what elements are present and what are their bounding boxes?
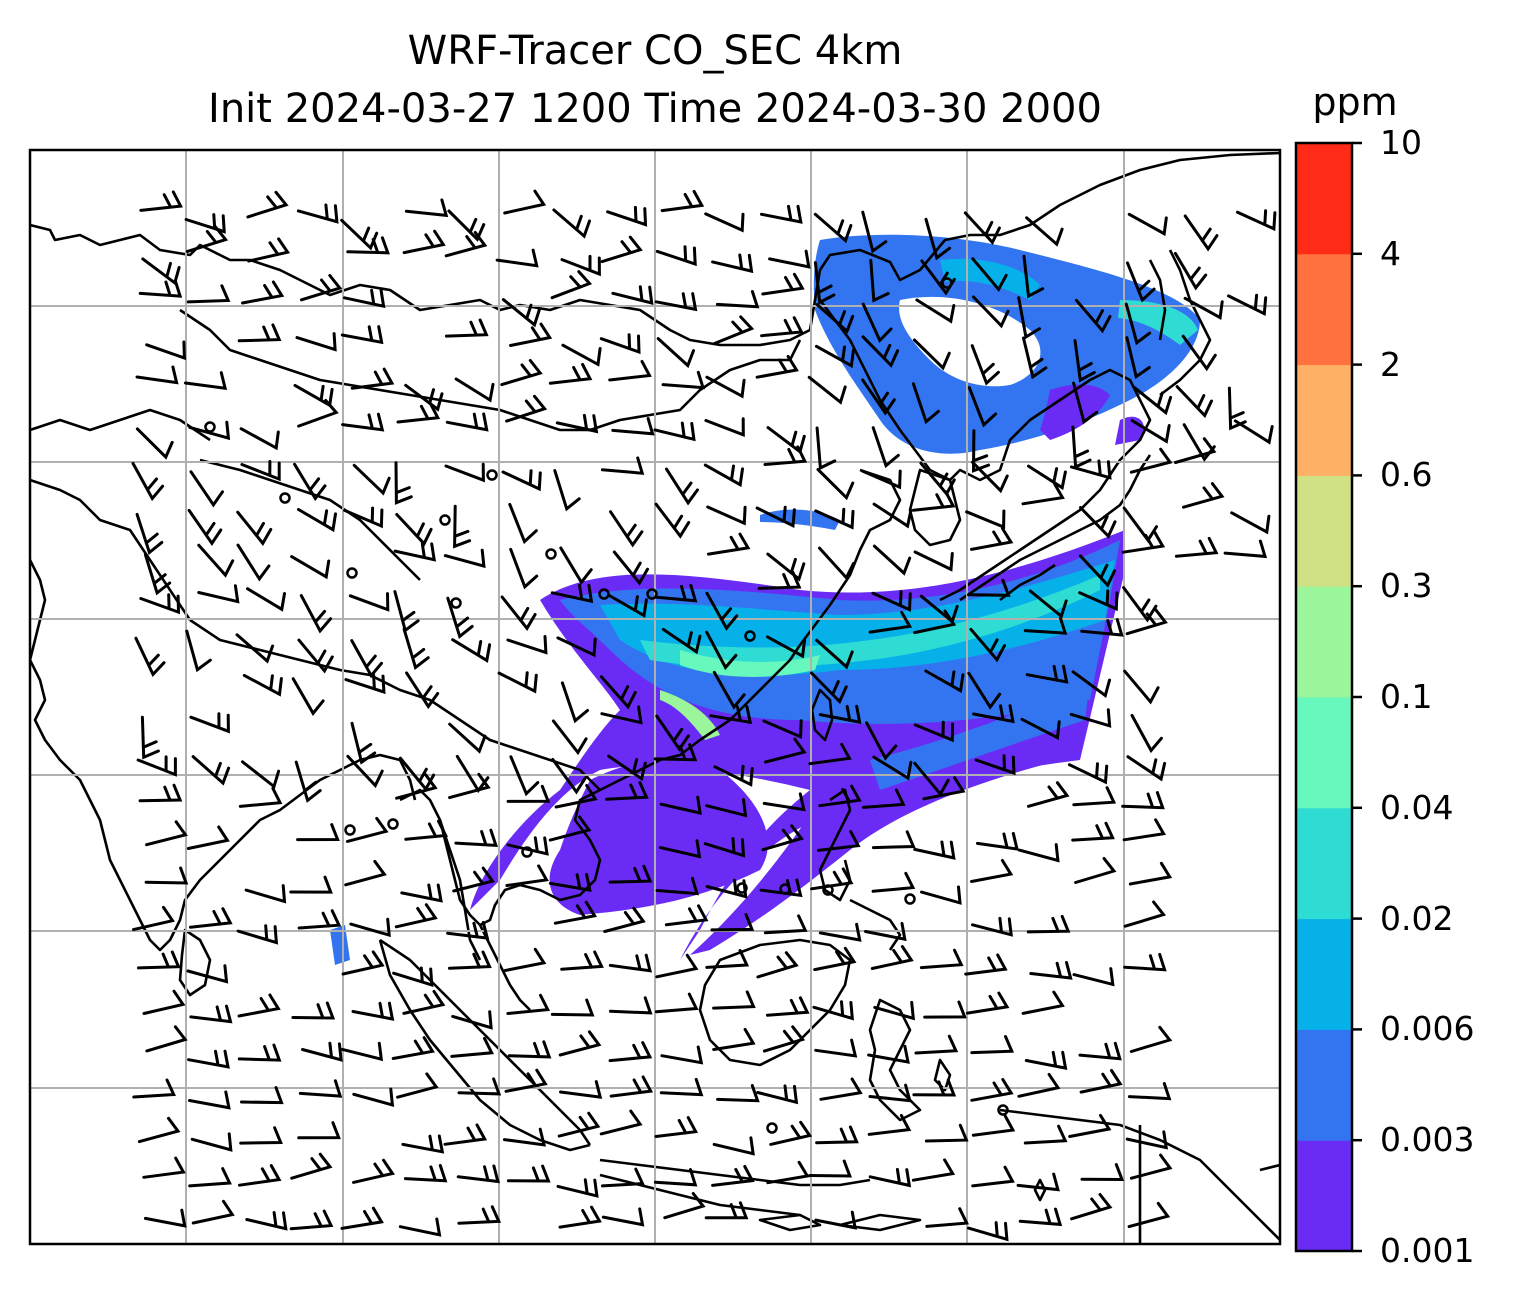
colorbar-tick-label: 0.3 [1380, 568, 1432, 604]
colorbar-tick-label: 0.003 [1380, 1122, 1474, 1158]
colorbar-tick-label: 2 [1380, 347, 1401, 383]
colorbar-swatch [1296, 365, 1352, 476]
colorbar-swatch [1296, 143, 1352, 254]
colorbar-tick-label: 0.04 [1380, 790, 1453, 826]
colorbar-swatch [1296, 697, 1352, 808]
colorbar-swatch [1296, 1029, 1352, 1140]
colorbar-swatch [1296, 254, 1352, 365]
colorbar-tick-label: 10 [1380, 125, 1422, 161]
colorbar-unit-label: ppm [1300, 80, 1410, 124]
colorbar-tick-label: 0.1 [1380, 679, 1432, 715]
colorbar-swatch [1296, 919, 1352, 1030]
colorbar-tick-label: 0.6 [1380, 457, 1432, 493]
colorbar-swatch [1296, 475, 1352, 586]
map-area [30, 150, 1280, 1244]
colorbar-tick-label: 0.02 [1380, 901, 1453, 937]
colorbar-tick-label: 4 [1380, 236, 1401, 272]
colorbar-swatch [1296, 586, 1352, 697]
colorbar-tick-label: 0.001 [1380, 1233, 1474, 1269]
colorbar-swatch [1296, 808, 1352, 919]
colorbar-swatch [1296, 1140, 1352, 1251]
colorbar-tick-label: 0.006 [1380, 1011, 1474, 1047]
